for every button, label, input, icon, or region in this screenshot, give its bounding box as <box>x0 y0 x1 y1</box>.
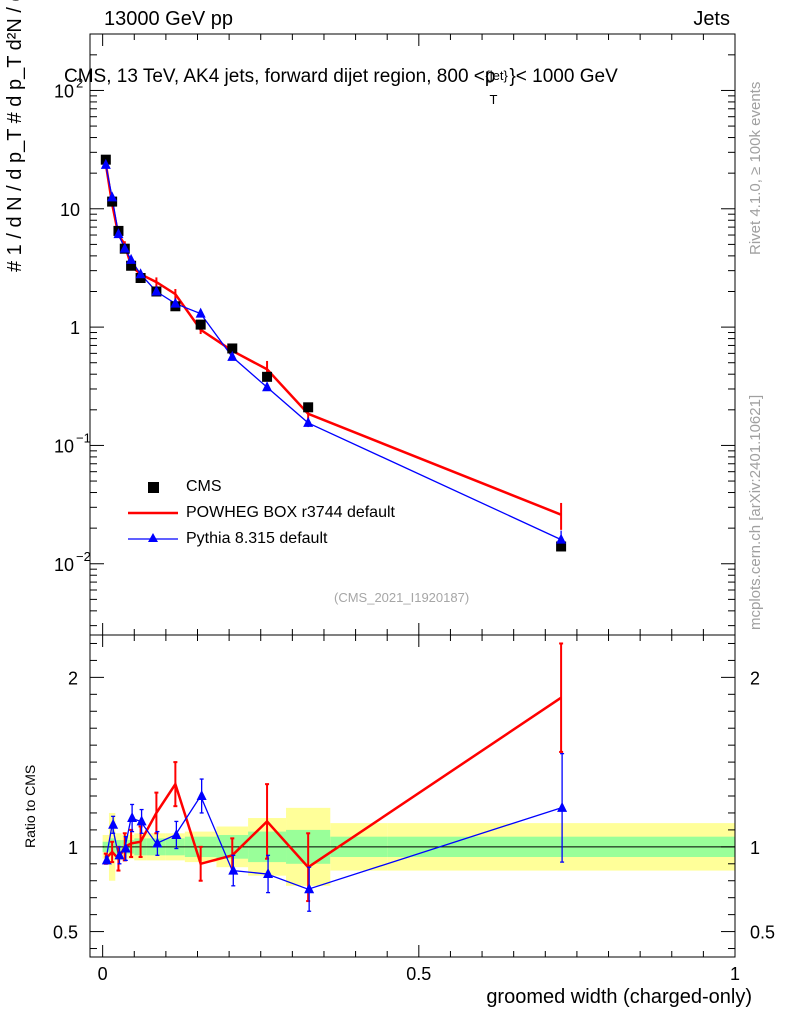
ratio-y-tick-label-right: 0.5 <box>750 923 775 943</box>
pythia-data-point <box>113 228 124 239</box>
main-y-tick-exponent: −2 <box>76 549 91 564</box>
main-y-axis-label: # 1 / d N / d p_T # d p_T d²N / dλ <box>4 0 26 272</box>
pythia-ratio-point <box>196 790 207 800</box>
pythia-ratio-point <box>136 815 147 826</box>
ratio-y-tick-label: 2 <box>68 668 78 688</box>
pythia-ratio-point <box>228 864 239 875</box>
legend-label-pythia: Pythia 8.315 default <box>186 530 328 547</box>
ratio-y-tick-label-right: 2 <box>750 668 760 688</box>
legend-symbol-pythia-marker <box>148 533 158 542</box>
title-pre: CMS, 13 TeV, AK4 jets, forward dijet reg… <box>64 66 496 87</box>
main-y-tick-label: 10 <box>54 555 74 575</box>
cms-data-point <box>262 371 273 382</box>
x-axis-label: groomed width (charged-only) <box>486 986 752 1008</box>
pythia-data-point <box>170 297 181 308</box>
pythia-ratio-point <box>120 842 131 853</box>
pythia-ratio-point <box>108 818 119 829</box>
plot-title: CMS, 13 TeV, AK4 jets, forward dijet reg… <box>64 66 618 107</box>
ratio-y-tick-label: 0.5 <box>53 923 78 943</box>
pythia-ratio-point <box>304 883 315 894</box>
powheg-line <box>104 163 562 516</box>
cms-data-point <box>556 541 567 552</box>
pythia-line <box>105 164 562 541</box>
pythia-data-point <box>556 533 567 544</box>
x-tick-label: 1 <box>730 964 740 984</box>
pythia-ratio-point <box>152 837 163 848</box>
pythia-data-point <box>151 285 162 296</box>
pythia-ratio-point <box>114 849 125 860</box>
pythia-ratio-point <box>101 854 112 865</box>
analysis-id: (CMS_2021_I1920187) <box>334 590 470 605</box>
pythia-ratio-point <box>557 801 568 812</box>
legend-label-powheg: POWHEG BOX r3744 default <box>186 504 395 521</box>
main-y-tick-label: 10 <box>54 81 74 101</box>
pythia-data-point <box>135 268 146 279</box>
pythia-data-point <box>100 158 111 169</box>
ratio-y-axis-label: Ratio to CMS <box>22 764 38 848</box>
main-y-tick-label: 10 <box>60 200 80 220</box>
energy-label: 13000 GeV pp <box>104 8 233 30</box>
pythia-ratio-point <box>263 867 274 878</box>
cms-data-point <box>227 343 238 354</box>
pythia-data-point <box>227 350 238 361</box>
pythia-data-point <box>262 381 273 392</box>
process-label: Jets <box>693 8 730 30</box>
pythia-data-point <box>126 253 137 264</box>
cms-data-point <box>126 260 137 271</box>
cms-data-point <box>107 196 118 207</box>
x-tick-label: 0.5 <box>406 964 431 984</box>
pythia-ratio-point <box>171 828 182 839</box>
main-y-tick-label: 1 <box>70 318 80 338</box>
cms-data-point <box>195 319 206 330</box>
main-y-tick-exponent: 2 <box>76 75 83 90</box>
mcplots-label: mcplots.cern.ch [arXiv:2401.10621] <box>747 394 764 630</box>
ratio-y-tick-label-right: 1 <box>750 838 760 858</box>
title-sup: {jet} <box>485 68 508 83</box>
legend-label-cms: CMS <box>186 478 222 495</box>
legend-symbol-cms <box>148 482 159 493</box>
cms-data-point <box>303 402 314 413</box>
title-sub: T <box>489 92 498 107</box>
main-y-tick-exponent: −1 <box>76 430 91 445</box>
pythia-data-point <box>107 191 118 202</box>
title-post: }< 1000 GeV <box>509 66 618 87</box>
ratio-y-tick-label: 1 <box>68 838 78 858</box>
x-tick-label: 0 <box>98 964 108 984</box>
main-y-tick-label: 10 <box>54 436 74 456</box>
pythia-ratio-point <box>127 812 138 823</box>
rivet-label: Rivet 4.1.0, ≥ 100k events <box>747 81 764 255</box>
pythia-data-point <box>303 416 314 427</box>
pythia-data-point <box>195 307 206 318</box>
pythia-data-point <box>119 242 130 253</box>
